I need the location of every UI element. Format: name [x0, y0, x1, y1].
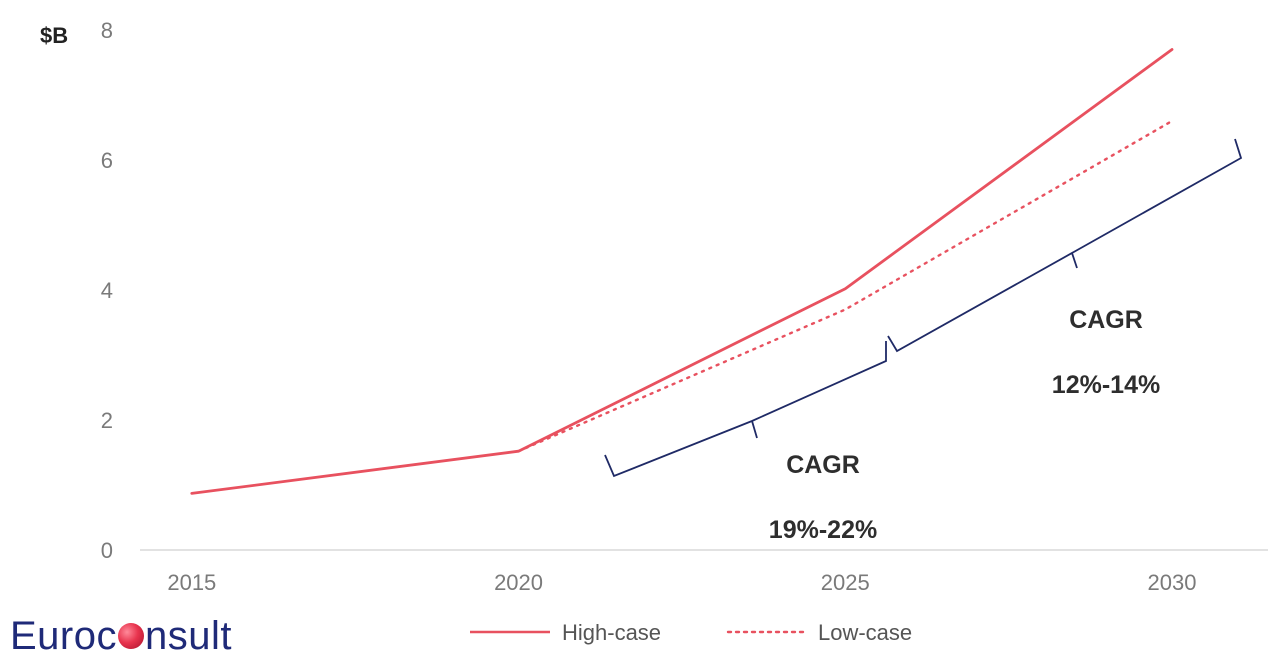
cagr-title-2: CAGR [1069, 306, 1143, 334]
x-tick-label: 2030 [1148, 570, 1197, 595]
y-tick-label: 0 [101, 538, 113, 563]
cagr-bracket-2025-2030 [887, 138, 1243, 353]
cagr-title-1: CAGR [786, 451, 860, 479]
cagr-bracket-2020-2025 [604, 341, 887, 478]
logo-text-left: Euroc [10, 613, 117, 658]
legend-label-low-case: Low-case [818, 620, 912, 645]
y-tick-label: 4 [101, 278, 113, 303]
series-line-low-case [517, 119, 1174, 453]
x-tick-label: 2025 [821, 570, 870, 595]
logo-globe-icon [118, 623, 144, 649]
y-tick-label: 2 [101, 408, 113, 433]
y-tick-label: 6 [101, 148, 113, 173]
y-unit-label: $B [40, 23, 68, 48]
cagr-range-1: 19%-22% [769, 516, 877, 544]
cagr-range-2: 12%-14% [1052, 371, 1160, 399]
euroconsult-logo: Euroc nsult [10, 612, 232, 660]
series-line-high-case [190, 48, 1174, 495]
logo-text-right: nsult [145, 613, 232, 658]
x-tick-label: 2020 [494, 570, 543, 595]
x-tick-label: 2015 [167, 570, 216, 595]
y-tick-label: 8 [101, 18, 113, 43]
legend-label-high-case: High-case [562, 620, 661, 645]
